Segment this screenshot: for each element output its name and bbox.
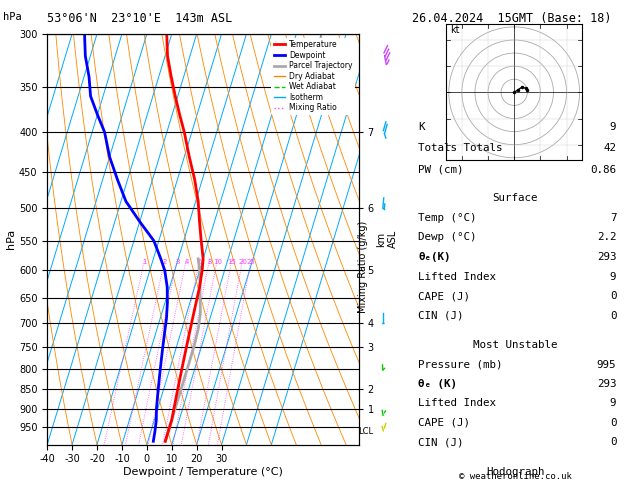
Text: θₑ (K): θₑ (K) — [418, 379, 457, 389]
Text: hPa: hPa — [3, 12, 22, 22]
Text: Most Unstable: Most Unstable — [473, 340, 557, 350]
Text: 293: 293 — [597, 252, 616, 262]
Legend: Temperature, Dewpoint, Parcel Trajectory, Dry Adiabat, Wet Adiabat, Isotherm, Mi: Temperature, Dewpoint, Parcel Trajectory… — [271, 38, 355, 115]
Text: CIN (J): CIN (J) — [418, 311, 464, 321]
Text: 7: 7 — [610, 213, 616, 223]
Text: CAPE (J): CAPE (J) — [418, 418, 470, 428]
Text: 8: 8 — [208, 259, 212, 265]
Text: Mixing Ratio (g/kg): Mixing Ratio (g/kg) — [358, 221, 368, 313]
Text: 10: 10 — [213, 259, 222, 265]
Text: 2: 2 — [163, 259, 167, 265]
Text: PW (cm): PW (cm) — [418, 165, 464, 174]
Text: 0: 0 — [610, 311, 616, 321]
Text: 20: 20 — [238, 259, 247, 265]
X-axis label: Dewpoint / Temperature (°C): Dewpoint / Temperature (°C) — [123, 467, 283, 477]
Text: Lifted Index: Lifted Index — [418, 399, 496, 408]
Text: 4: 4 — [184, 259, 189, 265]
Text: CIN (J): CIN (J) — [418, 437, 464, 447]
Text: 53°06'N  23°10'E  143m ASL: 53°06'N 23°10'E 143m ASL — [47, 12, 233, 25]
Text: 0.86: 0.86 — [590, 165, 616, 174]
Y-axis label: km
ASL: km ASL — [377, 230, 398, 248]
Text: Surface: Surface — [493, 193, 538, 203]
Text: © weatheronline.co.uk: © weatheronline.co.uk — [459, 472, 572, 481]
Text: 0: 0 — [610, 418, 616, 428]
Text: 0: 0 — [610, 291, 616, 301]
Text: 15: 15 — [228, 259, 237, 265]
Text: 293: 293 — [597, 379, 616, 389]
Text: 3: 3 — [175, 259, 179, 265]
Text: 9: 9 — [610, 122, 616, 132]
Y-axis label: hPa: hPa — [6, 229, 16, 249]
Text: CAPE (J): CAPE (J) — [418, 291, 470, 301]
Text: 6: 6 — [198, 259, 202, 265]
Text: Pressure (mb): Pressure (mb) — [418, 360, 503, 369]
Text: kt: kt — [450, 25, 460, 35]
Text: 9: 9 — [610, 272, 616, 281]
Text: Lifted Index: Lifted Index — [418, 272, 496, 281]
Text: 42: 42 — [603, 143, 616, 153]
Text: 2.2: 2.2 — [597, 232, 616, 243]
Text: 26.04.2024  15GMT (Base: 18): 26.04.2024 15GMT (Base: 18) — [412, 12, 611, 25]
Text: Temp (°C): Temp (°C) — [418, 213, 477, 223]
Text: 1: 1 — [143, 259, 147, 265]
Text: 0: 0 — [610, 437, 616, 447]
Text: LCL: LCL — [359, 427, 374, 436]
Text: Dewp (°C): Dewp (°C) — [418, 232, 477, 243]
Text: Hodograph: Hodograph — [486, 467, 545, 477]
Text: Totals Totals: Totals Totals — [418, 143, 503, 153]
Text: θₑ(K): θₑ(K) — [418, 252, 451, 262]
Text: K: K — [418, 122, 425, 132]
Text: 995: 995 — [597, 360, 616, 369]
Text: 25: 25 — [247, 259, 255, 265]
Text: 9: 9 — [610, 399, 616, 408]
